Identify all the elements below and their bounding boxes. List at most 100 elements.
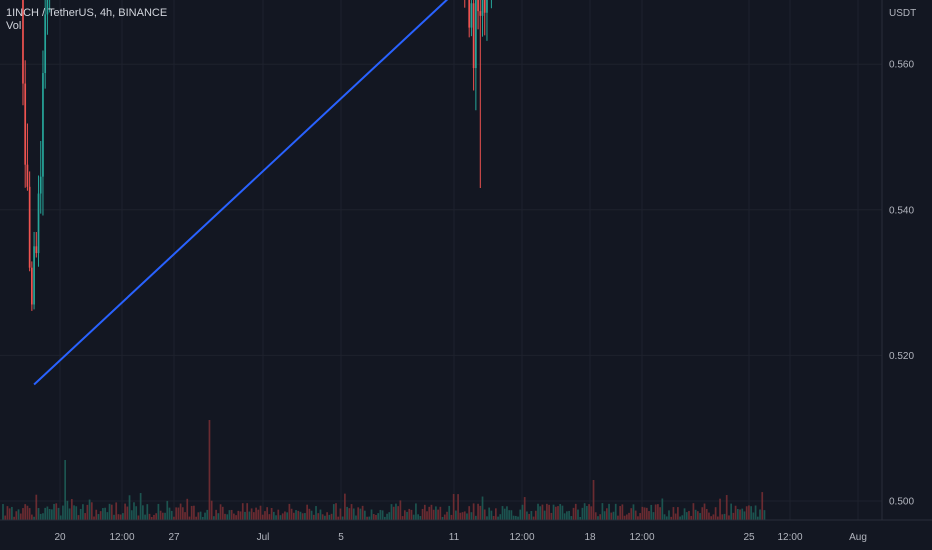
trendline-group[interactable] [33,0,764,386]
volume-bar [410,509,413,520]
volume-bar [548,504,550,520]
volume-bar [756,516,759,520]
volume-bar [295,510,297,520]
volume-bar [144,514,146,520]
volume-bar [528,513,530,520]
volume-bar [625,514,628,520]
grid-lines [0,0,882,520]
candle-body [475,0,477,69]
volume-bar [177,507,180,520]
volume-bar [721,514,724,520]
volume-bar [146,504,149,520]
volume-bar [22,508,24,520]
volume-bar [532,516,535,520]
volume-bar [308,508,311,520]
price-tick-label: 0.540 [889,205,914,216]
volume-bar [126,506,129,520]
volume-bar [128,495,131,520]
volume-bar [472,503,475,520]
volume-bar [175,507,178,520]
volume-bar [226,514,229,520]
volume-bar [697,511,699,520]
volume-bar [725,495,728,520]
volume-bar [155,513,158,520]
volume-bar [512,515,515,520]
volume-bar [335,503,337,520]
volume-bar [470,512,473,520]
volume-bar [50,509,53,520]
volume-bar [592,480,595,520]
volume-bar [124,503,126,520]
time-tick-label: 5 [338,532,344,543]
volume-bar [508,510,511,520]
volume-bar [561,505,564,520]
volume-bar [62,505,64,520]
volume-bar [459,512,462,520]
volume-bar [259,505,262,520]
volume-bar [312,514,315,520]
volume-bar [435,506,437,520]
volume-bar [190,505,193,520]
volume-bar [621,504,624,520]
volume-bar [668,510,670,520]
volume-bar [82,504,84,520]
volume-bar [457,494,459,520]
volume-bar [77,515,80,520]
volume-bar [297,510,300,520]
time-tick-label: 25 [743,532,755,543]
time-axis[interactable]: 20 12:00 27 Jul 5 11 12:00 18 12:00 25 12:00 Aug [0,519,932,543]
volume-bar [339,508,342,520]
volume-bar [197,512,200,520]
volume-bar [617,515,619,520]
volume-bar [674,513,677,520]
volume-bar [490,510,493,520]
volume-bar [292,512,295,520]
volume-bar [741,508,744,520]
volume-bar [443,514,446,520]
volume-bar [441,516,444,520]
volume-bar [15,511,18,520]
volume-bar [195,516,197,520]
volume-bar [519,509,522,520]
volume-bar [759,509,761,520]
volume-bar [53,503,55,520]
symbol-title: 1INCH / TetherUS, 4h, BINANCE [6,7,168,19]
volume-bar [705,508,708,520]
volume-bar [594,512,597,520]
volume-bar [224,513,226,520]
price-tick-label: 0.560 [889,60,914,71]
volume-bar [261,514,264,520]
volume-bar [304,513,306,520]
volume-bar [161,512,164,520]
volume-bar [739,509,741,520]
volume-bar [597,516,599,520]
volume-bar [73,505,75,520]
volume-bar [139,493,142,520]
volume-bar [439,506,442,520]
volume-bar [681,515,684,520]
volume-bar [306,504,308,520]
volume-bar [284,511,286,520]
volume-bar [559,504,562,520]
volume-bar [364,510,366,520]
trendline[interactable] [33,0,764,386]
volume-bar [42,513,44,520]
volume-bar [257,509,260,520]
volume-bar [750,506,752,520]
volume-bar [654,504,657,520]
candle-body [35,246,38,254]
volume-bar [379,509,382,520]
price-axis[interactable]: USDT0.8200.8000.7800.7600.7400.7200.7000… [881,0,916,520]
volume-bar [102,508,104,520]
volume-bar [106,512,109,520]
volume-bar [319,509,322,520]
volume-bar [31,514,33,520]
volume-bar [352,508,355,520]
volume-bar [317,513,320,520]
volume-bar [153,514,155,520]
volume-bar [122,513,124,520]
volume-bar [268,514,271,520]
